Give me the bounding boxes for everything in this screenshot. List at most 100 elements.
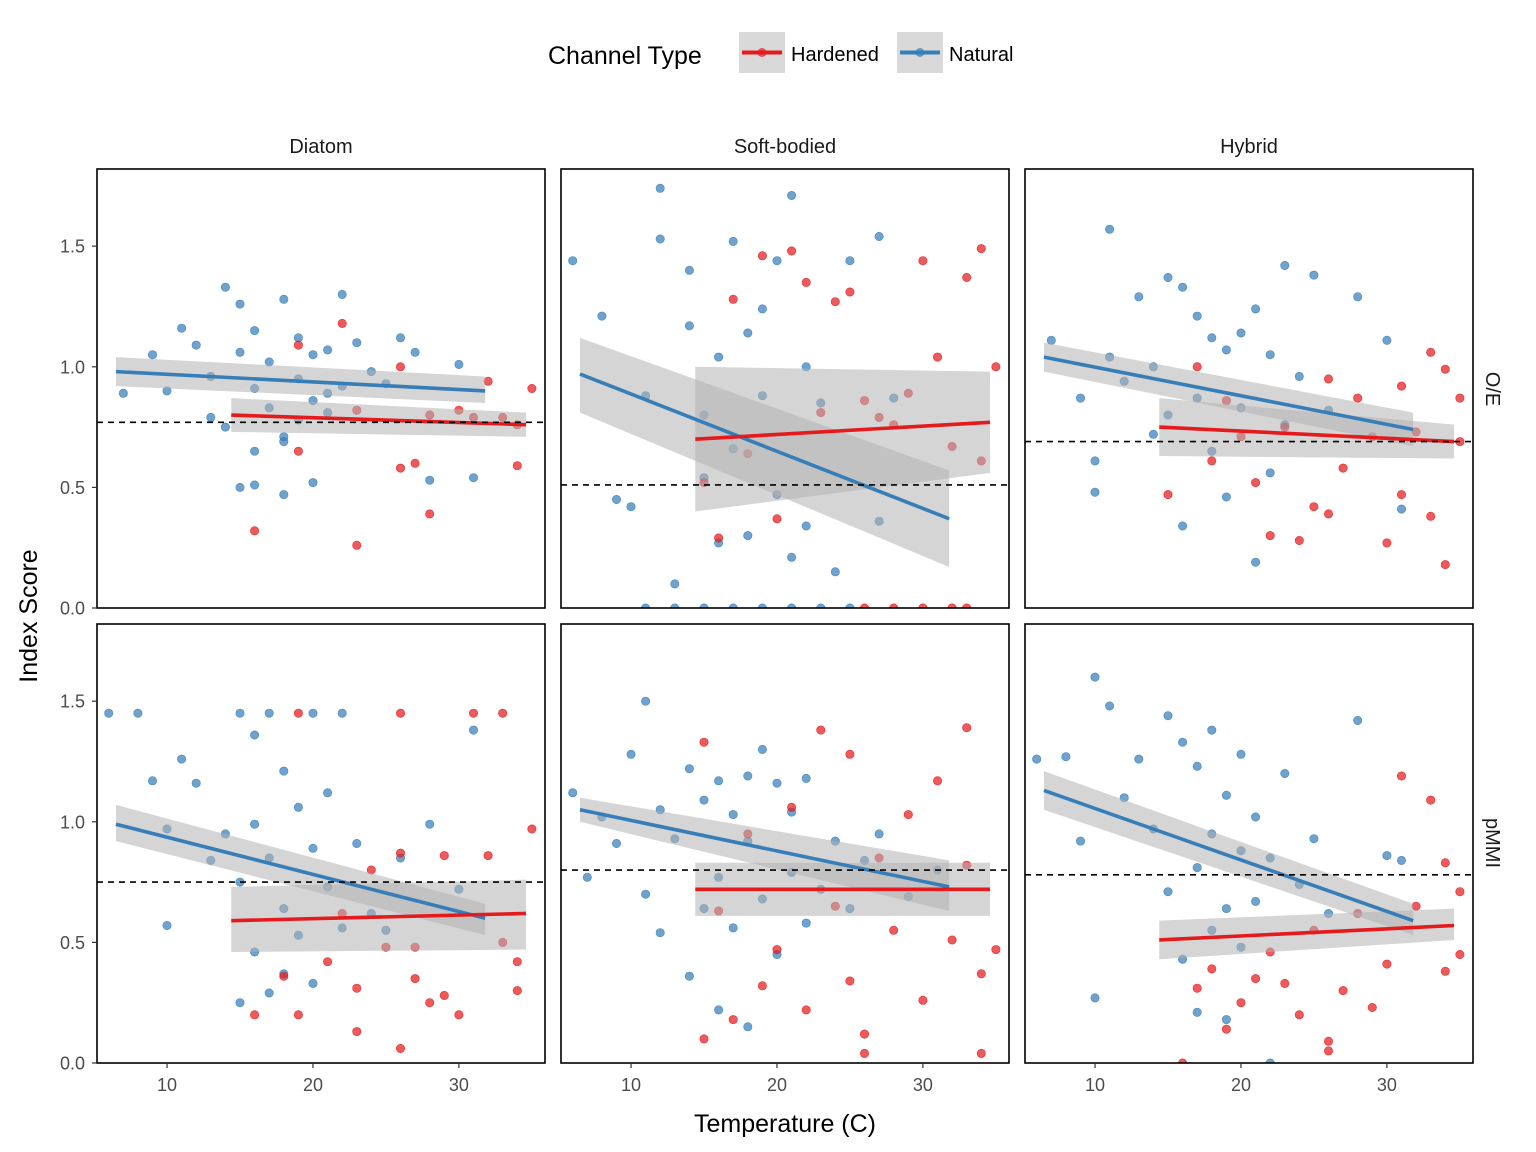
panel-diatom-o-e-hardened-point — [410, 458, 420, 468]
panel-soft-bodied-o-e-hardened-point — [845, 287, 855, 297]
panel-soft-bodied-pmmi-hardened-point — [889, 925, 899, 935]
y-tick-label: 1.0 — [60, 812, 85, 832]
panel-diatom-pmmi-natural-point — [425, 819, 435, 829]
panel-diatom-o-e-hardened-confidence-band — [231, 398, 527, 437]
panel-diatom-o-e-natural-point — [308, 350, 318, 360]
panel-diatom-pmmi-natural-point — [177, 754, 187, 764]
panel-hybrid-o-e-hardened-point — [1397, 381, 1407, 391]
panel-hybrid-o-e-hardened-point — [1324, 509, 1334, 519]
panel-hybrid-pmmi-natural-point — [1192, 1007, 1202, 1017]
panel-soft-bodied-o-e-plot-area — [561, 183, 1009, 608]
panel-soft-bodied-o-e-hardened-point — [772, 514, 782, 524]
panel-hybrid-pmmi-hardened-point — [1178, 1058, 1188, 1063]
panel-hybrid-o-e-natural-point — [1265, 468, 1275, 478]
panel-hybrid-o-e-hardened-point — [1426, 347, 1436, 357]
panel-diatom-pmmi-natural-point — [264, 708, 274, 718]
panel-hybrid-pmmi-hardened-point — [1251, 974, 1261, 984]
panels — [96, 168, 1474, 1064]
panel-soft-bodied-pmmi-hardened-point — [947, 935, 957, 945]
panel-soft-bodied-o-e-hardened-point — [801, 277, 811, 287]
panel-diatom-pmmi-natural-point — [148, 776, 158, 786]
panel-diatom-o-e-natural-point — [352, 338, 362, 348]
panel-soft-bodied-pmmi-natural-point — [743, 1022, 753, 1032]
panel-hybrid-pmmi-hardened-point — [1280, 978, 1290, 988]
panel-diatom-o-e-hardened-point — [293, 340, 303, 350]
panel-soft-bodied-o-e-natural-point — [757, 304, 767, 314]
panel-soft-bodied-pmmi-hardened-point — [976, 1048, 986, 1058]
panel-hybrid-o-e-natural-point — [1134, 292, 1144, 302]
panel-diatom-pmmi-hardened-point — [439, 851, 449, 861]
panel-hybrid-o-e-hardened-point — [1397, 490, 1407, 500]
panel-diatom-pmmi-hardened-point — [279, 971, 289, 981]
panel-diatom-pmmi-natural-point — [308, 978, 318, 988]
panel-diatom-o-e-hardened-point — [293, 446, 303, 456]
panel-diatom-pmmi-hardened-point — [425, 998, 435, 1008]
panel-hybrid-pmmi-natural-point — [1221, 904, 1231, 914]
x-axis-title: Temperature (C) — [694, 1110, 876, 1138]
panel-soft-bodied-o-e-natural-point — [626, 502, 636, 512]
panel-diatom-o-e-natural-point — [235, 482, 245, 492]
panel-hybrid-o-e-natural-point — [1163, 272, 1173, 282]
panel-diatom-o-e-hardened-point — [512, 461, 522, 471]
panel-hybrid-o-e-hardened-point — [1353, 393, 1363, 403]
panel-soft-bodied-pmmi-hardened-point — [787, 802, 797, 812]
panel-hybrid-o-e-hardened-point — [1440, 560, 1450, 570]
panel-hybrid-o-e-natural-point — [1076, 393, 1086, 403]
panel-soft-bodied-pmmi-natural-point — [641, 889, 651, 899]
panel-soft-bodied-o-e — [560, 168, 1010, 609]
panel-hybrid-o-e-hardened-point — [1338, 463, 1348, 473]
panel-soft-bodied-o-e-hardened-point — [830, 297, 840, 307]
panel-soft-bodied-pmmi-natural-point — [568, 788, 578, 798]
panel-hybrid-pmmi-natural-point — [1353, 715, 1363, 725]
panel-diatom-o-e-hardened-point — [527, 383, 537, 393]
panel-hybrid-pmmi-hardened-point — [1221, 1024, 1231, 1034]
panel-hybrid-o-e-natural-point — [1265, 350, 1275, 360]
panel-diatom-pmmi-natural-trend-line — [115, 822, 486, 921]
panel-soft-bodied-pmmi-natural-point — [611, 838, 621, 848]
panel-soft-bodied-pmmi-natural-point — [728, 923, 738, 933]
panel-soft-bodied-pmmi-hardened-point — [801, 1005, 811, 1015]
panel-soft-bodied-o-e-border — [560, 168, 1010, 609]
panel-diatom-pmmi-hardened-point — [512, 957, 522, 967]
panel-hybrid-pmmi-hardened-point — [1440, 966, 1450, 976]
panel-diatom-pmmi-hardened-point — [439, 990, 449, 1000]
panel-soft-bodied-pmmi-natural-point — [757, 744, 767, 754]
panel-hybrid-o-e-natural-point — [1192, 311, 1202, 321]
panel-hybrid-o-e-hardened-point — [1207, 456, 1217, 466]
panel-hybrid-o-e-natural-point — [1090, 487, 1100, 497]
panel-hybrid-pmmi-hardened-point — [1324, 1046, 1334, 1056]
panel-soft-bodied-o-e-natural-point — [670, 579, 680, 589]
panel-diatom-pmmi-hardened-point — [395, 848, 405, 858]
x-tick-label: 10 — [1085, 1075, 1105, 1095]
panel-hybrid-o-e-hardened-point — [1382, 538, 1392, 548]
panel-soft-bodied-pmmi-hardened-point — [816, 725, 826, 735]
legend: Channel Type Hardened Natural — [548, 32, 1013, 73]
panel-diatom-o-e-natural-point — [206, 412, 216, 422]
panel-soft-bodied-pmmi-natural-point — [728, 810, 738, 820]
panel-hybrid-pmmi-background — [1025, 624, 1473, 1063]
x-tick-label: 10 — [621, 1075, 641, 1095]
panel-hybrid-pmmi-hardened-point — [1324, 1036, 1334, 1046]
panel-soft-bodied-pmmi-hardened-point — [903, 810, 913, 820]
facet-label-hybrid: Hybrid — [1220, 136, 1278, 158]
panel-diatom-o-e-hardened-trend-line — [231, 413, 527, 427]
x-tick-label: 10 — [157, 1075, 177, 1095]
panel-diatom-o-e-natural-point — [250, 480, 260, 490]
legend-key-natural-point — [915, 48, 925, 57]
panel-diatom-o-e-hardened-point — [395, 463, 405, 473]
panel-diatom-pmmi-natural-point — [293, 802, 303, 812]
panel-diatom-pmmi-hardened-point — [250, 1010, 260, 1020]
panel-diatom-o-e-natural-point — [235, 299, 245, 309]
panel-hybrid-o-e-hardened-point — [1324, 374, 1334, 384]
panel-soft-bodied-o-e-natural-point — [743, 531, 753, 541]
panel-hybrid-o-e-natural-point — [1382, 335, 1392, 345]
panel-hybrid-o-e-natural-point — [1178, 521, 1188, 531]
panel-diatom-o-e-hardened-point — [250, 526, 260, 536]
panel-diatom-pmmi-natural-point — [468, 725, 478, 735]
panel-hybrid-o-e-natural-point — [1397, 504, 1407, 514]
panel-hybrid-pmmi-natural-point — [1221, 790, 1231, 800]
panel-hybrid-pmmi-hardened-point — [1440, 858, 1450, 868]
panel-hybrid-pmmi-natural-point — [1192, 863, 1202, 873]
panel-soft-bodied-o-e-hardened-point — [932, 352, 942, 362]
